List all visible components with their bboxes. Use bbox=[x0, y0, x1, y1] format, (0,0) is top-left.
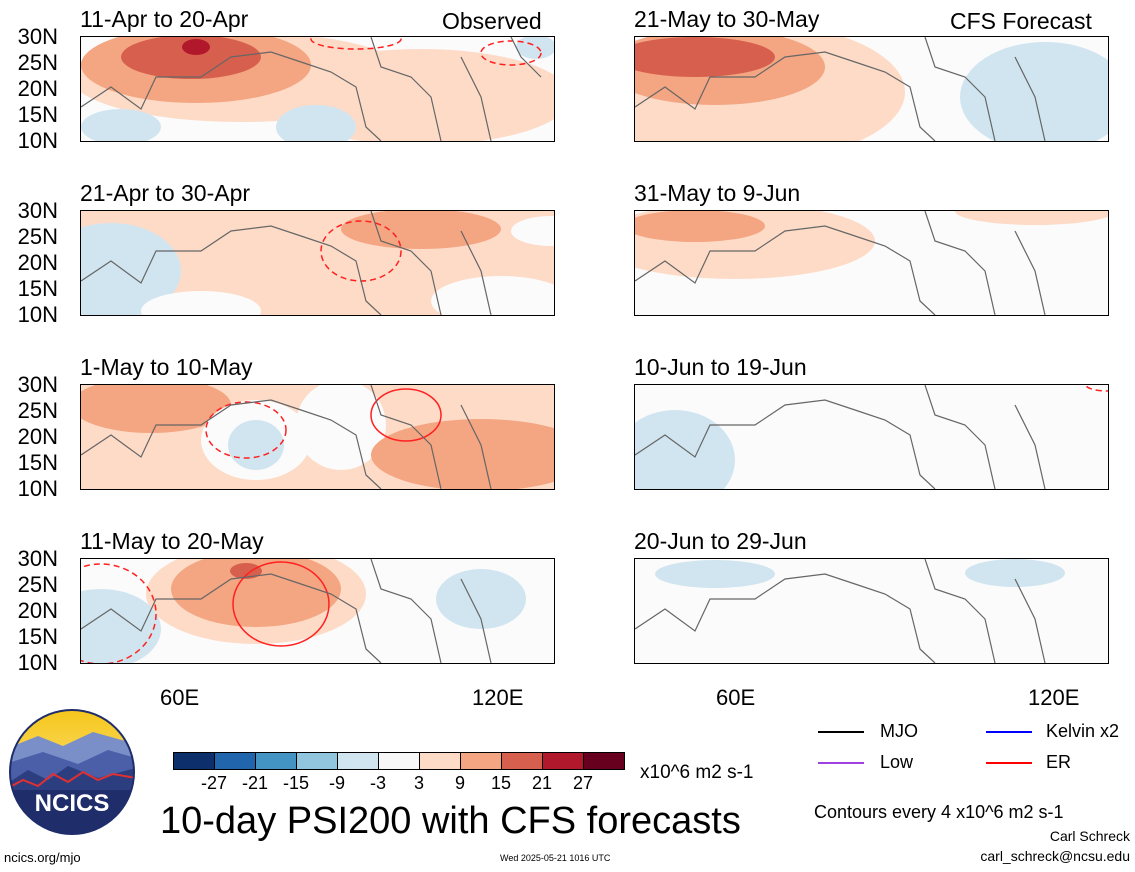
lat-label: 20N bbox=[17, 598, 58, 623]
legend-kelvin-swatch bbox=[986, 731, 1032, 733]
ncics-logo: NCICS bbox=[8, 708, 136, 836]
colorbar-tick-label: -21 bbox=[241, 773, 268, 793]
colorbar-tick-label: 21 bbox=[531, 773, 553, 793]
author-email[interactable]: carl_schreck@ncsu.edu bbox=[980, 848, 1130, 864]
colorbar-tick-label: -15 bbox=[282, 773, 309, 793]
anomaly-field bbox=[635, 37, 1108, 141]
site-link[interactable]: ncics.org/mjo bbox=[4, 850, 81, 865]
lat-label: 15N bbox=[17, 102, 58, 127]
map-panel-fcst-4 bbox=[634, 558, 1109, 664]
colorbar-swatch bbox=[255, 752, 297, 770]
anomaly-field bbox=[81, 211, 554, 315]
colorbar-swatch bbox=[583, 752, 625, 770]
colorbar-swatch bbox=[296, 752, 338, 770]
colorbar-swatch bbox=[173, 752, 215, 770]
colorbar-swatch bbox=[419, 752, 461, 770]
panel-title-obs-4: 11-May to 20-May bbox=[80, 528, 264, 554]
colorbar-swatch bbox=[542, 752, 584, 770]
legend-er-label: ER bbox=[1046, 752, 1072, 772]
colorbar-swatch bbox=[501, 752, 543, 770]
map-panel-fcst-3 bbox=[634, 384, 1109, 490]
author-name: Carl Schreck bbox=[1049, 828, 1130, 844]
lon-label-120e-left: 120E bbox=[472, 685, 524, 710]
map-panel-fcst-2 bbox=[634, 210, 1109, 316]
colorbar-tick-label: 15 bbox=[490, 773, 512, 793]
colorbar-tick-label: -27 bbox=[200, 773, 227, 793]
anomaly-field bbox=[81, 559, 554, 663]
panel-title-fcst-2: 31-May to 9-Jun bbox=[634, 180, 801, 206]
lat-label: 20N bbox=[17, 424, 58, 449]
lat-label: 30N bbox=[17, 198, 58, 223]
colorbar-swatch bbox=[378, 752, 420, 770]
lat-label: 10N bbox=[17, 476, 58, 501]
colorbar-tick-label: -3 bbox=[369, 773, 386, 793]
map-panel-obs-3 bbox=[80, 384, 555, 490]
colorbar-tick-label: -9 bbox=[328, 773, 345, 793]
lat-label: 10N bbox=[17, 302, 58, 327]
panel-title-obs-2: 21-Apr to 30-Apr bbox=[80, 180, 251, 206]
colorbar-units: x10^6 m2 s-1 bbox=[640, 762, 754, 783]
panel-title-obs-1: 11-Apr to 20-Apr bbox=[80, 6, 249, 32]
legend-er-swatch bbox=[986, 762, 1032, 764]
map-panel-obs-1 bbox=[80, 36, 555, 142]
colorbar-swatch bbox=[214, 752, 256, 770]
lat-label: 15N bbox=[17, 276, 58, 301]
lat-label: 30N bbox=[17, 546, 58, 571]
logo-text: NCICS bbox=[34, 790, 110, 817]
lat-label: 25N bbox=[17, 398, 58, 423]
panel-title-obs-3: 1-May to 10-May bbox=[80, 354, 253, 380]
observed-header: Observed bbox=[442, 8, 542, 34]
anomaly-field bbox=[635, 211, 1108, 315]
colorbar-swatch bbox=[460, 752, 502, 770]
forecast-header: CFS Forecast bbox=[950, 8, 1092, 34]
panel-title-fcst-1: 21-May to 30-May bbox=[634, 6, 820, 32]
lon-label-60e-right: 60E bbox=[716, 685, 756, 710]
map-panel-obs-4 bbox=[80, 558, 555, 664]
main-title: 10-day PSI200 with CFS forecasts bbox=[160, 800, 741, 842]
contours-note: Contours every 4 x10^6 m2 s-1 bbox=[814, 802, 1064, 822]
legend-low-swatch bbox=[818, 762, 864, 764]
lat-label: 25N bbox=[17, 224, 58, 249]
anomaly-field bbox=[81, 385, 554, 489]
lat-label: 30N bbox=[17, 372, 58, 397]
lon-label-60e-left: 60E bbox=[160, 685, 200, 710]
lat-label: 20N bbox=[17, 250, 58, 275]
legend-low-label: Low bbox=[880, 752, 914, 772]
lat-label: 15N bbox=[17, 624, 58, 649]
colorbar-tick-label: 9 bbox=[454, 773, 465, 793]
anomaly-field bbox=[81, 37, 554, 141]
map-panel-fcst-1 bbox=[634, 36, 1109, 142]
colorbar-tick-label: 27 bbox=[572, 773, 594, 793]
lat-label: 10N bbox=[17, 128, 58, 153]
lat-label: 20N bbox=[17, 76, 58, 101]
colorbar-tick-label: 3 bbox=[413, 773, 424, 793]
legend-kelvin-label: Kelvin x2 bbox=[1046, 721, 1120, 741]
lon-label-120e-right: 120E bbox=[1028, 685, 1080, 710]
lat-label: 10N bbox=[17, 650, 58, 675]
anomaly-field bbox=[635, 559, 1108, 663]
timestamp: Wed 2025-05-21 1016 UTC bbox=[500, 853, 611, 863]
panel-title-fcst-4: 20-Jun to 29-Jun bbox=[634, 528, 807, 554]
lat-label: 15N bbox=[17, 450, 58, 475]
legend-mjo-label: MJO bbox=[880, 721, 918, 741]
lat-label: 25N bbox=[17, 572, 58, 597]
map-panel-obs-2 bbox=[80, 210, 555, 316]
panel-title-fcst-3: 10-Jun to 19-Jun bbox=[634, 354, 807, 380]
anomaly-field bbox=[635, 385, 1108, 489]
legend-mjo-swatch bbox=[818, 731, 864, 733]
colorbar-swatch bbox=[337, 752, 379, 770]
lat-label: 25N bbox=[17, 50, 58, 75]
lat-label: 30N bbox=[17, 24, 58, 49]
